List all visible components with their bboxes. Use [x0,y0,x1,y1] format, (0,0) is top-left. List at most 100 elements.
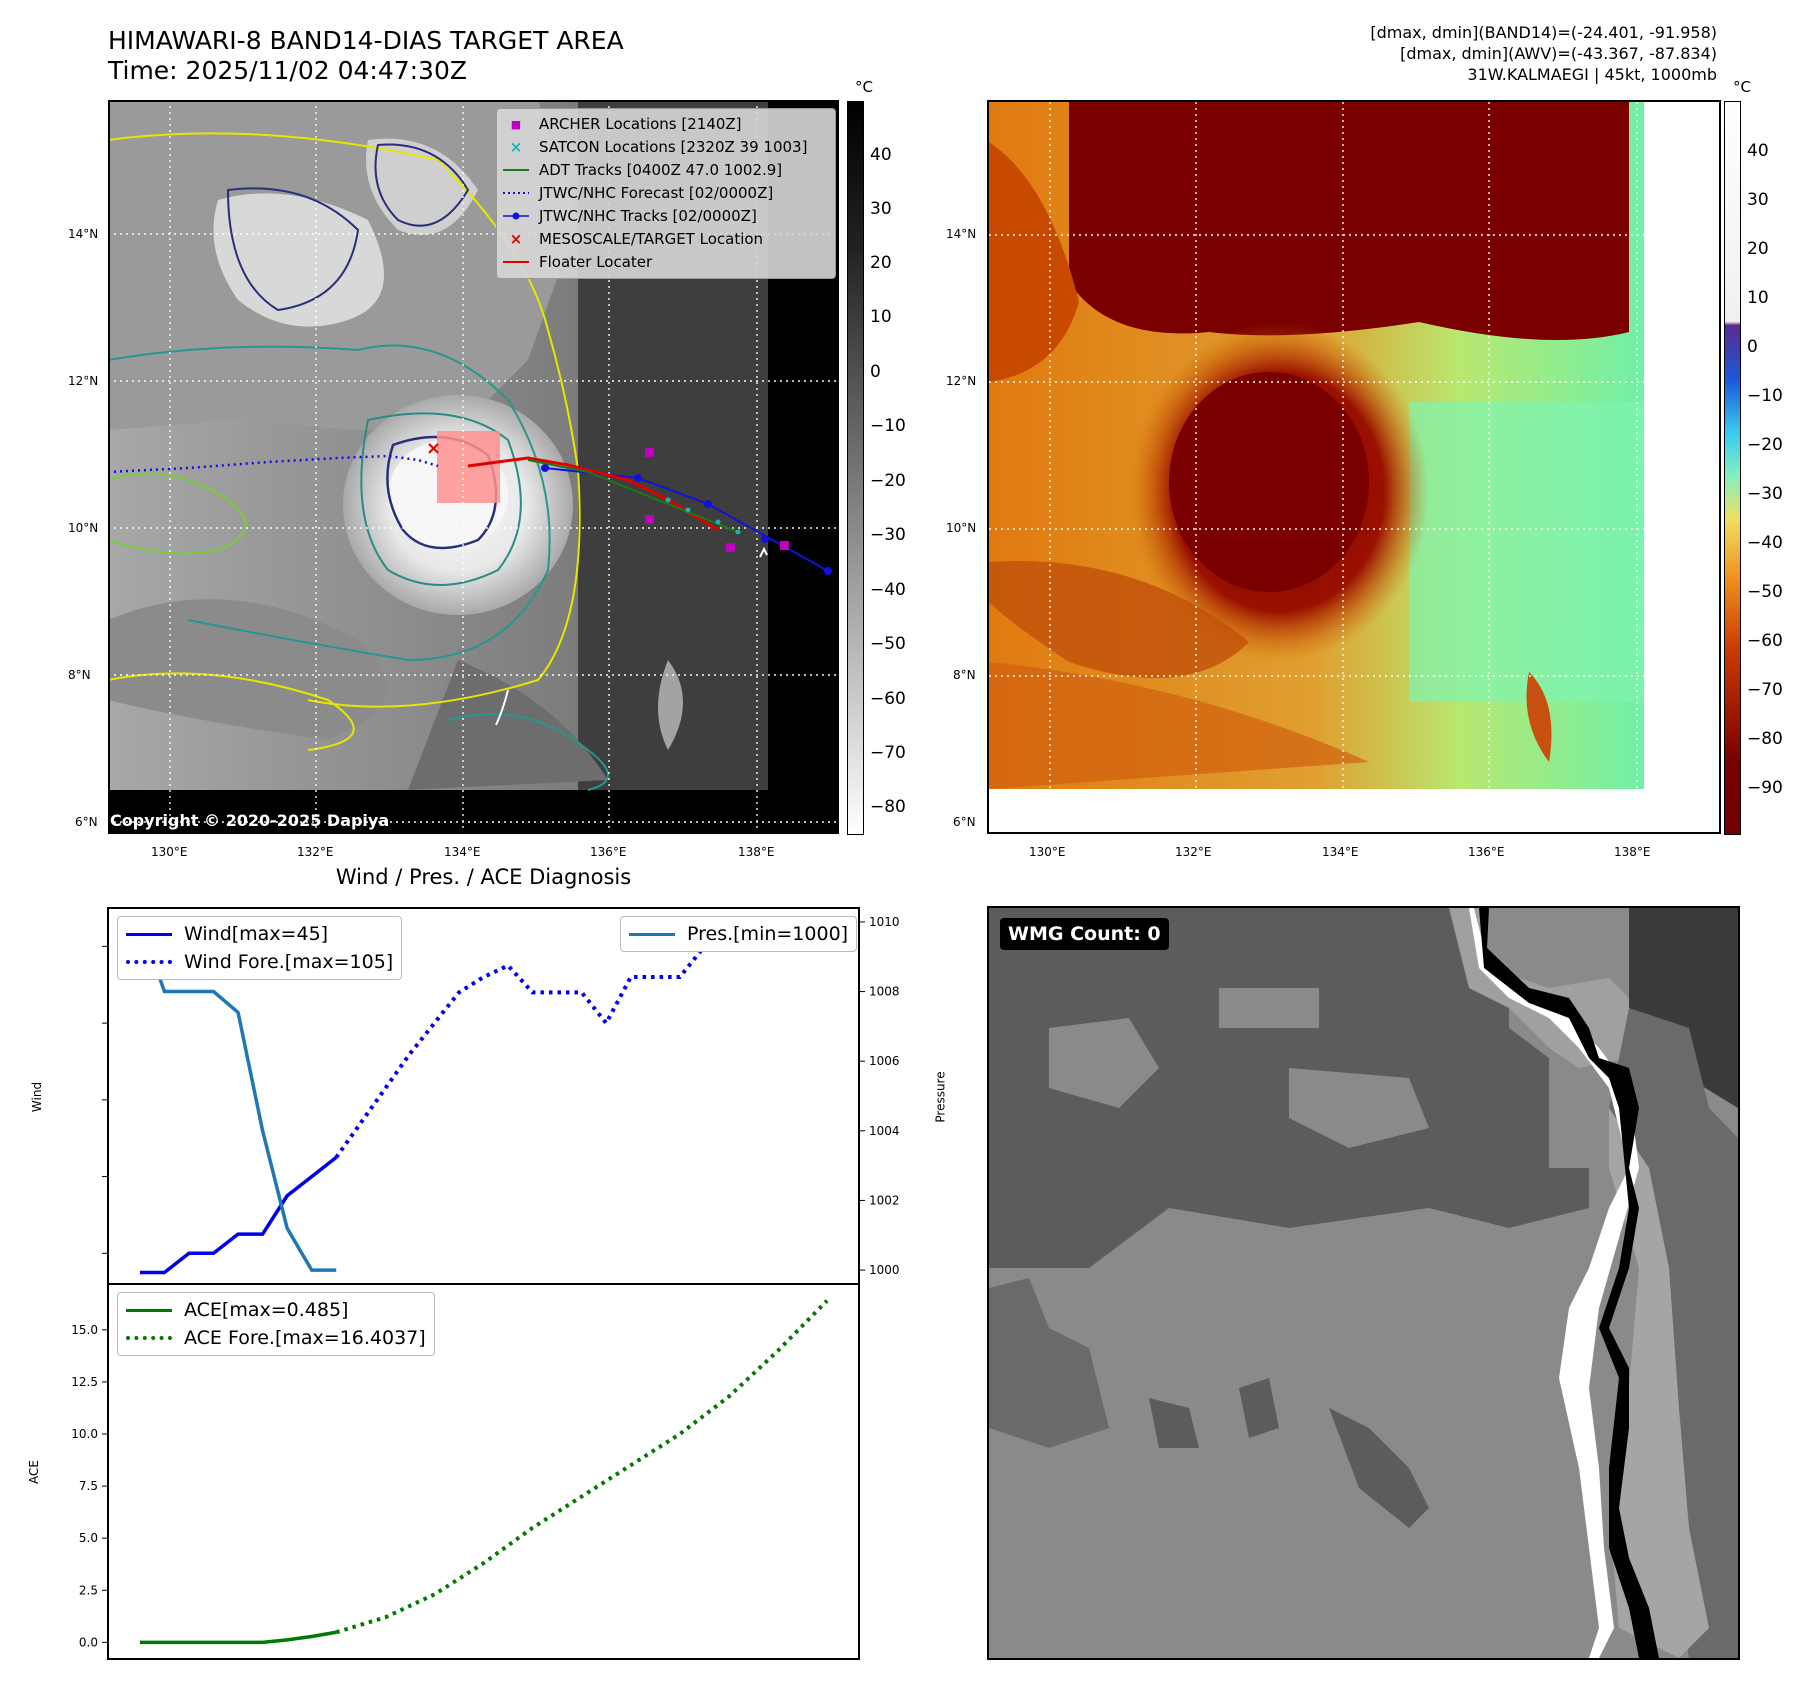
ace-y-tick-label: 12.5 [71,1375,98,1389]
colorbar-tick: −40 [870,580,906,600]
ace-y-tick-label: 10.0 [71,1427,98,1441]
svg-text:×: × [426,438,441,459]
legend-adt: ADT Tracks [0400Z 47.0 1002.9] [503,161,783,179]
color-ir-map-panel [987,100,1721,834]
pressure-legend: Pres.[min=1000] [620,916,858,952]
colorbar-tick: 40 [870,145,892,165]
colorbar-tick: −20 [870,471,906,491]
colorbar-tick: 20 [1747,239,1769,259]
lat-tick: 10°N [68,521,99,535]
pressure-y-tick-label: 1008 [869,985,900,999]
colorbar-tick: −60 [870,689,906,709]
colorbar-tick: −10 [1747,386,1783,406]
legend-jtwc-tracks: JTWC/NHC Tracks [02/0000Z] [503,205,829,228]
ace-y-tick-label: 15.0 [71,1323,98,1337]
map-legend: ■ ARCHER Locations [2140Z] × SATCON Locati… [496,108,836,279]
series-line [335,1299,829,1635]
legend-archer: ■ ARCHER Locations [2140Z] [510,115,742,133]
lon-tick: 132°E [1175,845,1212,859]
colorbar-tick: 20 [870,253,892,273]
color-ir-image [989,102,1719,832]
wind-pressure-chart: 20406080100100010021004100610081010 [102,907,900,1285]
ace-chart: 0.0 2.5 5.0 7.5 10.0 12.5 15.0 [71,1283,860,1660]
colorbar-tick: 0 [870,362,881,382]
legend-pressure: Pres.[min=1000] [629,920,848,948]
lon-tick: 130°E [1029,845,1066,859]
colorbar-tick: −50 [1747,582,1783,602]
grayscale-colorbar [847,101,864,835]
lat-tick: 8°N [68,668,91,682]
lon-tick: 130°E [151,845,188,859]
wmg-panel [987,906,1740,1660]
legend-wind-forecast: Wind Fore.[max=105] [126,948,393,976]
colorbar-tick: −20 [1747,435,1783,455]
pressure-y-tick-label: 1010 [869,915,900,929]
ace-plot-frame [107,1283,860,1660]
lat-tick: 14°N [946,227,977,241]
map-frame [108,100,839,834]
ace-axis-label: ACE [26,1460,41,1484]
pressure-y-tick-label: 1004 [869,1124,900,1138]
colorbar-tick: 0 [1747,337,1758,357]
lon-tick: 136°E [590,845,627,859]
series-line [334,925,828,1159]
lon-tick: 134°E [1322,845,1359,859]
ace-y-tick-label: 5.0 [79,1531,98,1545]
colorbar-tick: 30 [870,199,892,219]
lat-tick: 14°N [68,227,99,241]
lat-tick: 6°N [75,815,98,829]
series-line [139,1156,338,1275]
lat-tick: 10°N [946,521,977,535]
chart-title: HIMAWARI-8 BAND14-DIAS TARGET AREA Time:… [108,26,624,85]
ace-legend: ACE[max=0.485] ACE Fore.[max=16.4037] [117,1292,435,1356]
colorbar-tick: −70 [870,743,906,763]
colorbar-tick: −50 [870,634,906,654]
colorbar-tick: −60 [1747,631,1783,651]
colorbar-tick: −90 [1747,778,1783,798]
series-line [138,921,337,1272]
lat-tick: 12°N [946,374,977,388]
ace-y-tick-label: 7.5 [79,1479,98,1493]
lon-tick: 134°E [444,845,481,859]
lon-tick: 138°E [738,845,775,859]
colorbar-tick: −70 [1747,680,1783,700]
legend-jtwc-forecast: JTWC/NHC Forecast [02/0000Z] [503,184,774,202]
colorbar-tick: −10 [870,416,906,436]
wmg-count-badge: WMG Count: 0 [1000,918,1169,950]
lat-tick: 8°N [953,668,976,682]
colorbar-unit: °C [1733,78,1751,96]
legend-ace: ACE[max=0.485] [126,1296,426,1324]
pressure-y-tick-label: 1006 [869,1054,900,1068]
pressure-y-tick-label: 1002 [869,1193,900,1207]
ace-y-tick-label: 0.0 [79,1635,98,1649]
lon-tick: 132°E [297,845,334,859]
colorbar-tick: −80 [870,797,906,817]
lat-tick: 6°N [953,815,976,829]
series-line [139,1630,337,1645]
lat-tick: 12°N [68,374,99,388]
colorbar-tick: −40 [1747,533,1783,553]
legend-mesoscale: × MESOSCALE/TARGET Location [509,230,764,248]
legend-wind: Wind[max=45] [126,920,393,948]
wind-axis-label: Wind [30,1081,45,1113]
colorbar-tick: 10 [1747,288,1769,308]
colorbar-tick: −30 [1747,484,1783,504]
colorbar-tick: −30 [870,525,906,545]
info-storm: 31W.KALMAEGI | 45kt, 1000mb [1467,65,1717,84]
colorbar-tick: 10 [870,307,892,327]
wmg-image [989,908,1738,1658]
copyright-text: Copyright © 2020-2025 Dapiya [110,811,390,830]
info-band14: [dmax, dmin](BAND14)=(-24.401, -91.958) [1370,23,1717,42]
colorbar-unit: °C [855,78,873,96]
diagnosis-title: Wind / Pres. / ACE Diagnosis [335,865,632,889]
ir-map-panel: × ■ ARCHER Locations [2140Z] × SATCON Loca… [107,100,839,834]
pressure-axis-label: Pressure [933,1071,948,1123]
lon-tick: 138°E [1614,845,1651,859]
ace-y-tick-label: 2.5 [79,1583,98,1597]
colorbar-tick: 30 [1747,190,1769,210]
legend-satcon: × SATCON Locations [2320Z 39 1003] [509,138,808,156]
legend-floater: Floater Locater [503,253,653,271]
colorbar-tick: −80 [1747,729,1783,749]
color-colorbar [1724,101,1741,835]
lon-tick: 136°E [1468,845,1505,859]
